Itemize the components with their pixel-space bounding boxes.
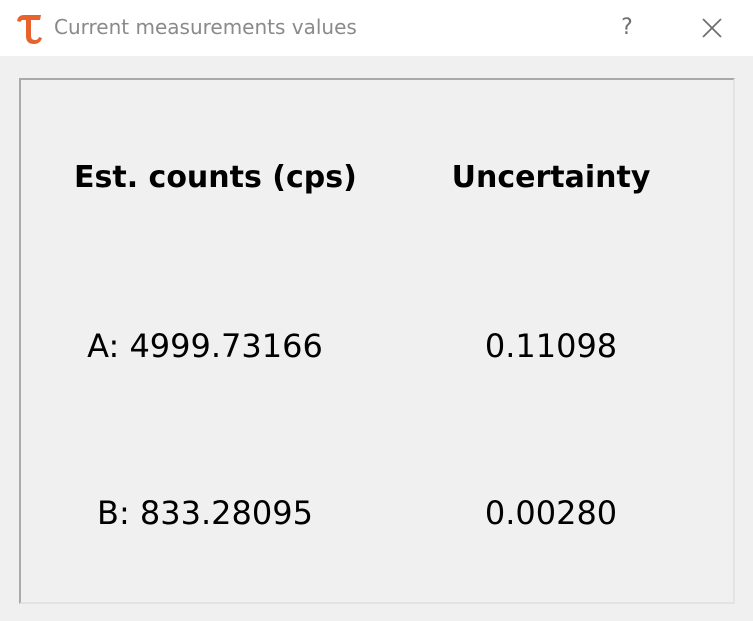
counts-value-b: B: 833.28095 — [97, 494, 313, 532]
close-icon — [702, 18, 722, 38]
help-button[interactable]: ? — [610, 10, 644, 44]
uncertainty-value-b: 0.00280 — [484, 494, 618, 532]
header-uncertainty: Uncertainty — [451, 160, 651, 195]
measurements-panel: Est. counts (cps) Uncertainty A: 4999.73… — [19, 78, 735, 604]
header-est-counts: Est. counts (cps) — [74, 160, 357, 195]
window-title: Current measurements values — [54, 15, 357, 39]
uncertainty-value-a: 0.11098 — [484, 327, 618, 365]
close-button[interactable] — [696, 12, 728, 44]
help-icon: ? — [621, 14, 633, 40]
title-bar: Current measurements values ? — [0, 0, 753, 56]
counts-value-a: A: 4999.73166 — [87, 327, 323, 365]
tau-logo-icon — [17, 15, 42, 44]
